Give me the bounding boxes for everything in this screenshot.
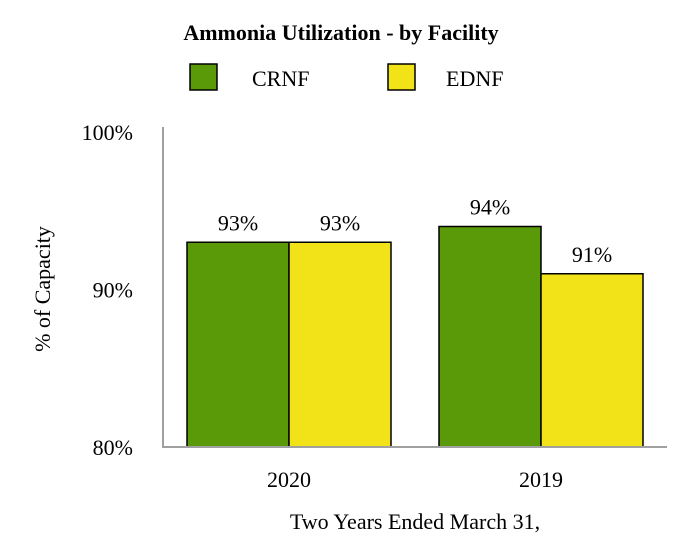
y-tick-label: 80% <box>93 435 133 460</box>
data-label-crnf-2019: 94% <box>470 195 510 220</box>
bar-ednf-2020 <box>288 241 392 448</box>
bar-crnf-2019 <box>438 225 542 448</box>
y-tick-label: 100% <box>82 120 133 145</box>
y-axis-ticks: 80% 90% 100% <box>82 120 133 460</box>
legend-swatch-crnf <box>189 63 218 91</box>
y-tick-label: 90% <box>93 278 133 303</box>
axis-lines <box>162 127 667 448</box>
data-label-ednf-2020: 93% <box>320 210 360 235</box>
legend-swatch-ednf <box>387 63 416 91</box>
data-labels: 93% 93% 94% 91% <box>218 195 612 267</box>
x-axis-title: Two Years Ended March 31, <box>290 509 540 534</box>
data-label-crnf-2020: 93% <box>218 210 258 235</box>
bar-crnf-2020 <box>186 241 290 448</box>
legend: CRNF EDNF <box>189 63 503 91</box>
y-axis-title: % of Capacity <box>30 226 55 352</box>
bars <box>186 225 644 448</box>
legend-label-ednf: EDNF <box>446 66 503 91</box>
x-tick-label: 2019 <box>519 467 563 492</box>
data-label-ednf-2019: 91% <box>572 242 612 267</box>
bar-ednf-2019 <box>540 273 644 448</box>
x-axis-ticks: 2020 2019 <box>267 467 563 492</box>
x-tick-label: 2020 <box>267 467 311 492</box>
chart-title: Ammonia Utilization - by Facility <box>183 20 498 45</box>
legend-label-crnf: CRNF <box>252 66 309 91</box>
